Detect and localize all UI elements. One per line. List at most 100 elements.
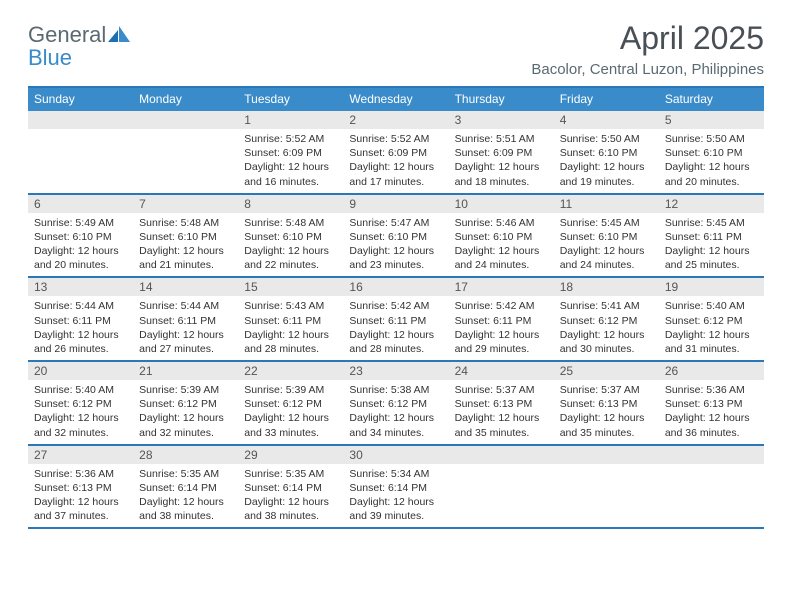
- sunrise-text: Sunrise: 5:40 AM: [34, 383, 127, 397]
- daylight-text: and 24 minutes.: [560, 258, 653, 272]
- calendar-day-cell: 5Sunrise: 5:50 AMSunset: 6:10 PMDaylight…: [659, 111, 764, 193]
- day-number: 5: [659, 111, 764, 129]
- sunrise-text: Sunrise: 5:48 AM: [244, 216, 337, 230]
- sunset-text: Sunset: 6:12 PM: [349, 397, 442, 411]
- calendar-day-cell: 17Sunrise: 5:42 AMSunset: 6:11 PMDayligh…: [449, 278, 554, 360]
- calendar-week-row: 1Sunrise: 5:52 AMSunset: 6:09 PMDaylight…: [28, 111, 764, 195]
- daylight-text: and 34 minutes.: [349, 426, 442, 440]
- calendar-day-cell: 9Sunrise: 5:47 AMSunset: 6:10 PMDaylight…: [343, 195, 448, 277]
- day-number: 24: [449, 362, 554, 380]
- sunset-text: Sunset: 6:11 PM: [139, 314, 232, 328]
- day-number: 18: [554, 278, 659, 296]
- sunrise-text: Sunrise: 5:49 AM: [34, 216, 127, 230]
- day-number: 19: [659, 278, 764, 296]
- sunrise-text: Sunrise: 5:36 AM: [665, 383, 758, 397]
- calendar-week-row: 20Sunrise: 5:40 AMSunset: 6:12 PMDayligh…: [28, 362, 764, 446]
- day-number: 11: [554, 195, 659, 213]
- daylight-text: and 35 minutes.: [455, 426, 548, 440]
- day-detail: Sunrise: 5:39 AMSunset: 6:12 PMDaylight:…: [238, 380, 343, 444]
- day-detail: Sunrise: 5:51 AMSunset: 6:09 PMDaylight:…: [449, 129, 554, 193]
- sunrise-text: Sunrise: 5:52 AM: [349, 132, 442, 146]
- day-number: 15: [238, 278, 343, 296]
- day-detail: Sunrise: 5:52 AMSunset: 6:09 PMDaylight:…: [343, 129, 448, 193]
- daylight-text: and 38 minutes.: [244, 509, 337, 523]
- day-number: 28: [133, 446, 238, 464]
- location-text: Bacolor, Central Luzon, Philippines: [531, 61, 764, 78]
- sunrise-text: Sunrise: 5:39 AM: [139, 383, 232, 397]
- calendar-day-cell: 20Sunrise: 5:40 AMSunset: 6:12 PMDayligh…: [28, 362, 133, 444]
- sunrise-text: Sunrise: 5:44 AM: [139, 299, 232, 313]
- day-number-empty: [133, 111, 238, 129]
- daylight-text: Daylight: 12 hours: [560, 160, 653, 174]
- sunset-text: Sunset: 6:11 PM: [455, 314, 548, 328]
- daylight-text: Daylight: 12 hours: [560, 411, 653, 425]
- daylight-text: Daylight: 12 hours: [349, 411, 442, 425]
- daylight-text: and 39 minutes.: [349, 509, 442, 523]
- sunrise-text: Sunrise: 5:44 AM: [34, 299, 127, 313]
- daylight-text: Daylight: 12 hours: [455, 328, 548, 342]
- day-number: 2: [343, 111, 448, 129]
- daylight-text: and 28 minutes.: [349, 342, 442, 356]
- sunset-text: Sunset: 6:10 PM: [560, 230, 653, 244]
- sunset-text: Sunset: 6:14 PM: [349, 481, 442, 495]
- day-of-week-label: Saturday: [659, 88, 764, 111]
- logo-word-1: General: [28, 22, 106, 47]
- calendar-empty-cell: [133, 111, 238, 193]
- day-number: 27: [28, 446, 133, 464]
- day-detail: Sunrise: 5:38 AMSunset: 6:12 PMDaylight:…: [343, 380, 448, 444]
- daylight-text: Daylight: 12 hours: [34, 244, 127, 258]
- day-number: 3: [449, 111, 554, 129]
- daylight-text: Daylight: 12 hours: [455, 244, 548, 258]
- daylight-text: and 38 minutes.: [139, 509, 232, 523]
- sunrise-text: Sunrise: 5:35 AM: [139, 467, 232, 481]
- calendar-day-cell: 4Sunrise: 5:50 AMSunset: 6:10 PMDaylight…: [554, 111, 659, 193]
- sunrise-text: Sunrise: 5:47 AM: [349, 216, 442, 230]
- daylight-text: and 30 minutes.: [560, 342, 653, 356]
- sunset-text: Sunset: 6:12 PM: [34, 397, 127, 411]
- calendar-day-cell: 1Sunrise: 5:52 AMSunset: 6:09 PMDaylight…: [238, 111, 343, 193]
- calendar-day-cell: 30Sunrise: 5:34 AMSunset: 6:14 PMDayligh…: [343, 446, 448, 528]
- sunset-text: Sunset: 6:10 PM: [139, 230, 232, 244]
- day-number-empty: [449, 446, 554, 464]
- sunset-text: Sunset: 6:10 PM: [244, 230, 337, 244]
- daylight-text: Daylight: 12 hours: [244, 244, 337, 258]
- day-number: 26: [659, 362, 764, 380]
- logo: General Blue: [28, 20, 130, 70]
- sunset-text: Sunset: 6:11 PM: [34, 314, 127, 328]
- daylight-text: Daylight: 12 hours: [34, 411, 127, 425]
- sunset-text: Sunset: 6:09 PM: [455, 146, 548, 160]
- daylight-text: and 24 minutes.: [455, 258, 548, 272]
- day-number: 16: [343, 278, 448, 296]
- calendar-day-cell: 8Sunrise: 5:48 AMSunset: 6:10 PMDaylight…: [238, 195, 343, 277]
- header: General Blue April 2025 Bacolor, Central…: [28, 20, 764, 78]
- calendar-day-cell: 24Sunrise: 5:37 AMSunset: 6:13 PMDayligh…: [449, 362, 554, 444]
- daylight-text: and 35 minutes.: [560, 426, 653, 440]
- day-detail: Sunrise: 5:40 AMSunset: 6:12 PMDaylight:…: [28, 380, 133, 444]
- day-number: 23: [343, 362, 448, 380]
- daylight-text: and 16 minutes.: [244, 175, 337, 189]
- sunset-text: Sunset: 6:13 PM: [455, 397, 548, 411]
- calendar-day-cell: 16Sunrise: 5:42 AMSunset: 6:11 PMDayligh…: [343, 278, 448, 360]
- sunrise-text: Sunrise: 5:45 AM: [560, 216, 653, 230]
- day-detail: Sunrise: 5:45 AMSunset: 6:11 PMDaylight:…: [659, 213, 764, 277]
- sunrise-text: Sunrise: 5:45 AM: [665, 216, 758, 230]
- calendar-day-cell: 2Sunrise: 5:52 AMSunset: 6:09 PMDaylight…: [343, 111, 448, 193]
- daylight-text: Daylight: 12 hours: [349, 244, 442, 258]
- daylight-text: and 37 minutes.: [34, 509, 127, 523]
- day-detail: Sunrise: 5:41 AMSunset: 6:12 PMDaylight:…: [554, 296, 659, 360]
- sunrise-text: Sunrise: 5:50 AM: [560, 132, 653, 146]
- sunrise-text: Sunrise: 5:42 AM: [455, 299, 548, 313]
- day-number: 12: [659, 195, 764, 213]
- day-detail: Sunrise: 5:48 AMSunset: 6:10 PMDaylight:…: [133, 213, 238, 277]
- daylight-text: and 27 minutes.: [139, 342, 232, 356]
- day-detail: Sunrise: 5:37 AMSunset: 6:13 PMDaylight:…: [554, 380, 659, 444]
- day-detail: Sunrise: 5:43 AMSunset: 6:11 PMDaylight:…: [238, 296, 343, 360]
- calendar-day-cell: 21Sunrise: 5:39 AMSunset: 6:12 PMDayligh…: [133, 362, 238, 444]
- page-title: April 2025: [531, 20, 764, 57]
- day-of-week-label: Monday: [133, 88, 238, 111]
- calendar-page: General Blue April 2025 Bacolor, Central…: [0, 0, 792, 539]
- day-detail: Sunrise: 5:48 AMSunset: 6:10 PMDaylight:…: [238, 213, 343, 277]
- daylight-text: Daylight: 12 hours: [665, 328, 758, 342]
- daylight-text: Daylight: 12 hours: [349, 328, 442, 342]
- daylight-text: and 20 minutes.: [665, 175, 758, 189]
